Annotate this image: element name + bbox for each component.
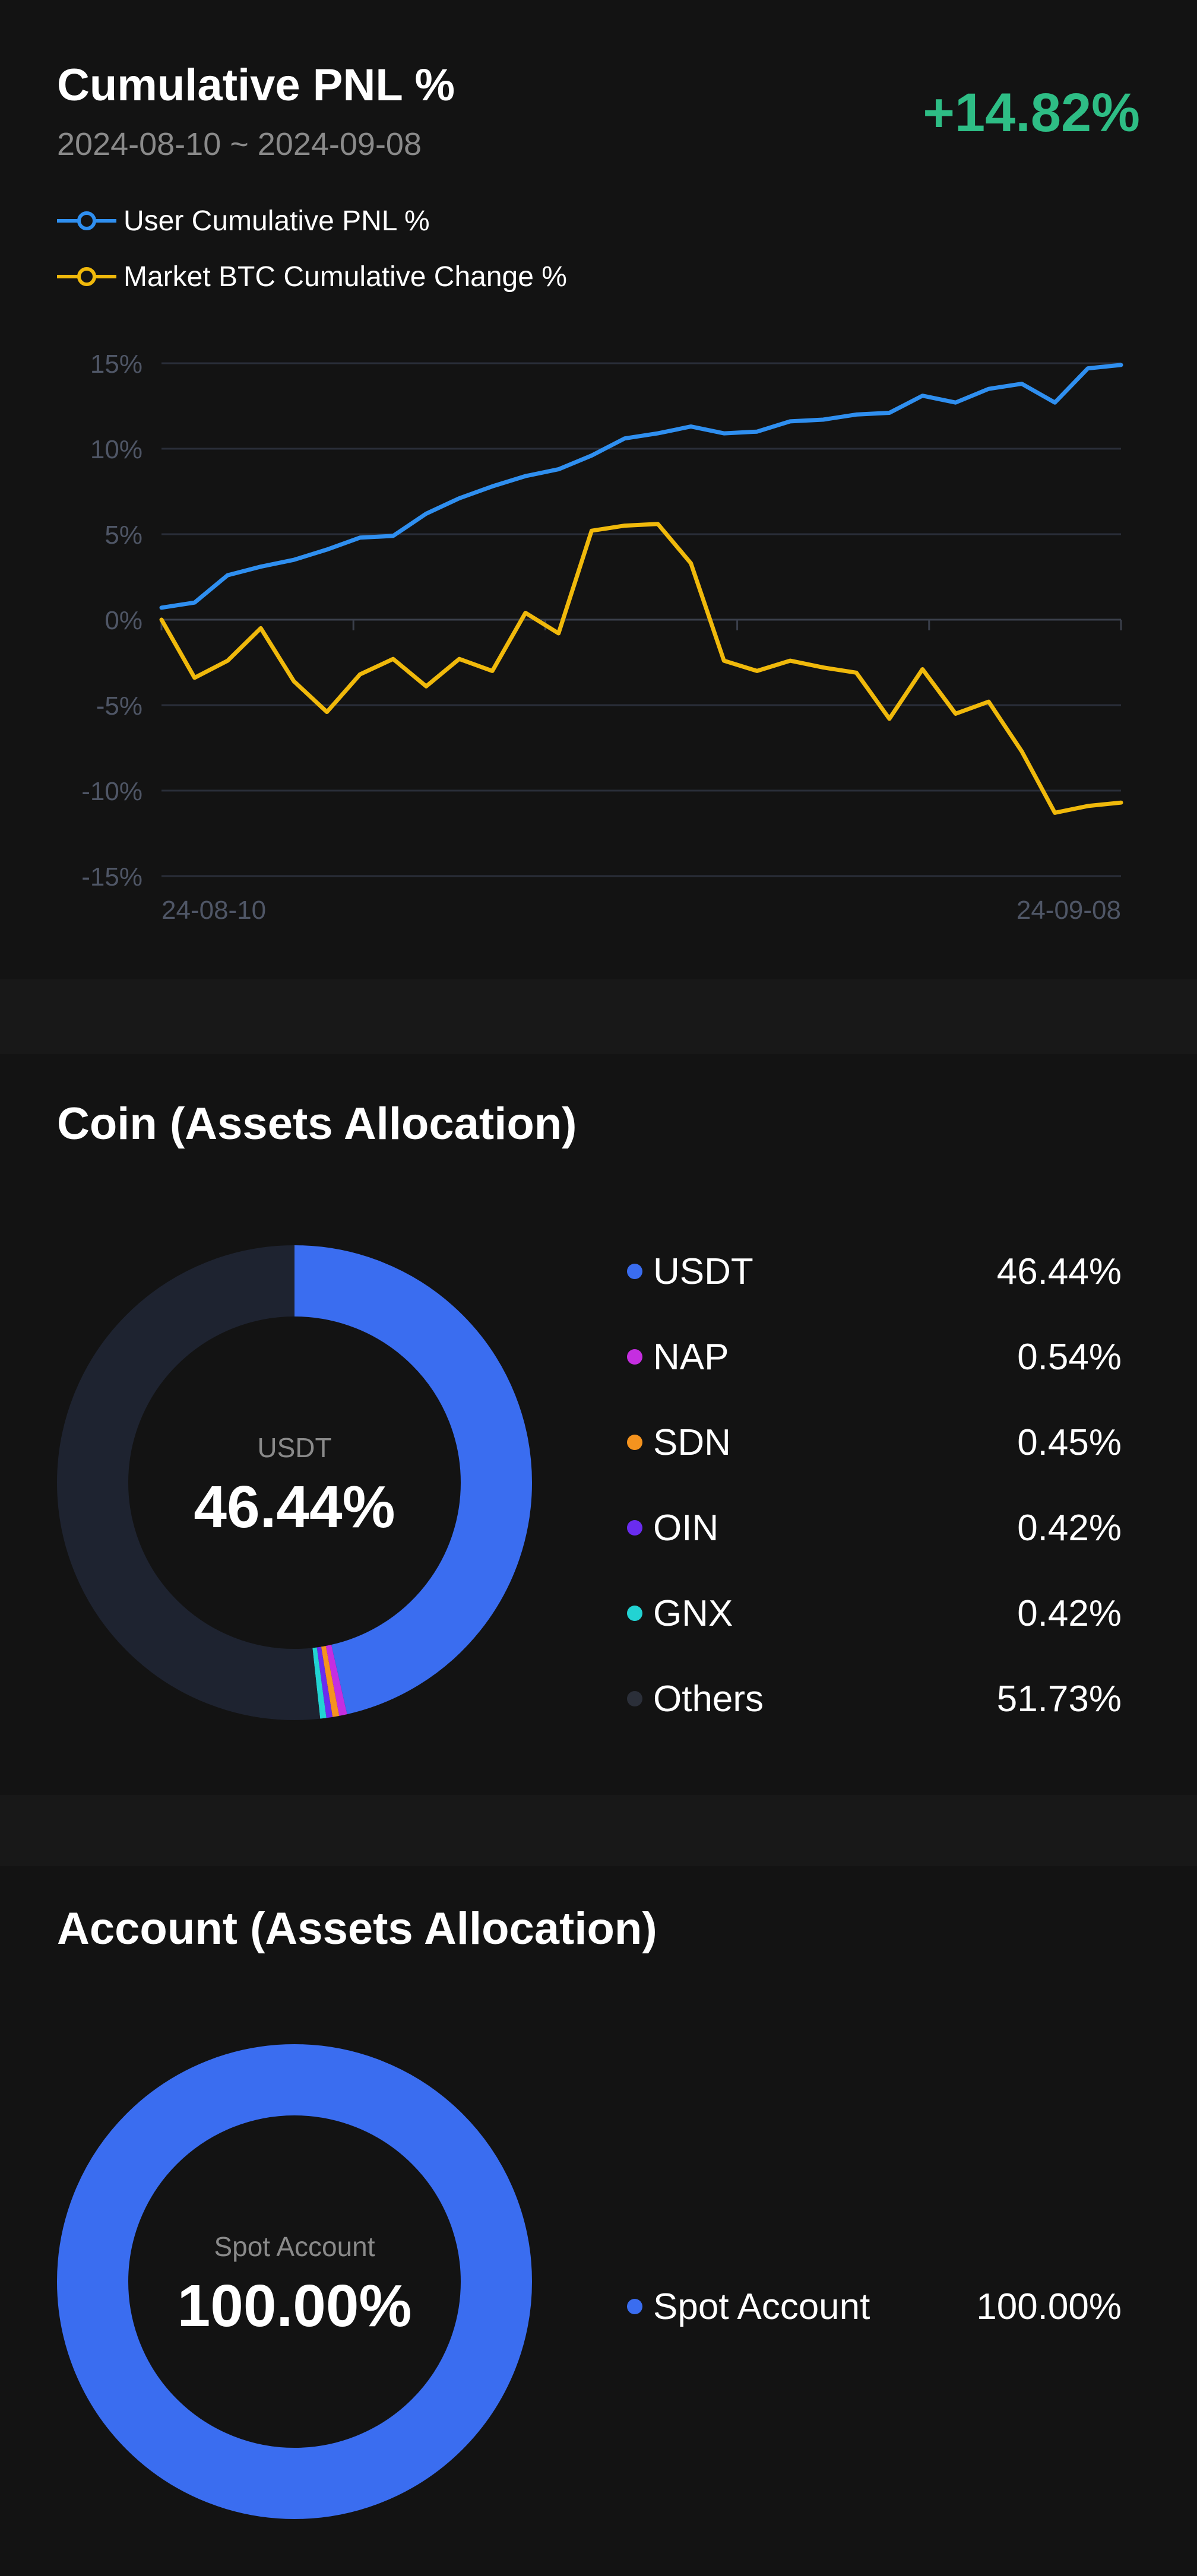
- coin-allocation-section: Coin (Assets Allocation) USDT 46.44% USD…: [0, 1054, 1197, 1795]
- account-list-item-spot[interactable]: Spot Account 100.00%: [627, 2283, 1122, 2330]
- coin-list-item-nap[interactable]: NAP 0.54%: [627, 1333, 1122, 1381]
- account-allocation-section: Account (Assets Allocation) Spot Account…: [0, 1866, 1197, 2576]
- x-tick-label-start: 24-08-10: [162, 896, 266, 925]
- pnl-title: Cumulative PNL %: [57, 60, 455, 110]
- series-line-user-pnl: [159, 363, 1123, 610]
- account-donut-center-value: 100.00%: [177, 2273, 412, 2339]
- coin-color-dot: [627, 1264, 642, 1279]
- coin-percentage: 46.44%: [996, 1251, 1122, 1292]
- coin-percentage: 51.73%: [996, 1678, 1122, 1720]
- section-divider: [0, 1795, 1197, 1866]
- coin-donut-ring: [57, 1245, 532, 1720]
- coin-color-dot: [627, 1606, 642, 1621]
- coin-allocation-title: Coin (Assets Allocation): [57, 1099, 577, 1149]
- legend-btc-label: Market BTC Cumulative Change %: [124, 261, 567, 293]
- coin-donut-center-label: USDT: [257, 1432, 332, 1463]
- coin-donut-center-value: 46.44%: [194, 1474, 395, 1540]
- account-donut-center-label: Spot Account: [214, 2231, 375, 2262]
- legend-user-line-icon: [57, 211, 116, 230]
- coin-color-dot: [627, 1349, 642, 1365]
- coin-percentage: 0.54%: [1017, 1336, 1122, 1378]
- coin-name: GNX: [653, 1592, 733, 1634]
- y-tick-label: 10%: [90, 435, 142, 464]
- y-tick-label: 0%: [104, 606, 142, 635]
- account-percentage: 100.00%: [976, 2286, 1122, 2327]
- coin-percentage: 0.45%: [1017, 1422, 1122, 1463]
- x-tick-label-end: 24-09-08: [1016, 896, 1121, 925]
- coin-color-dot: [627, 1520, 642, 1536]
- coin-name: USDT: [653, 1251, 753, 1292]
- legend-btc-line-icon: [57, 267, 116, 286]
- coin-name: NAP: [653, 1336, 729, 1378]
- legend-btc-change[interactable]: Market BTC Cumulative Change %: [57, 259, 567, 294]
- account-allocation-title: Account (Assets Allocation): [57, 1904, 657, 1954]
- coin-list-item-usdt[interactable]: USDT 46.44%: [627, 1248, 1122, 1295]
- pnl-line-chart[interactable]: 15% 10% 5% 0% -5% -10% -15% 24-08-10 24-09-08: [0, 321, 1197, 938]
- donut-slice-others[interactable]: [57, 1245, 532, 1720]
- y-tick-label: -5%: [96, 691, 142, 721]
- coin-list-item-others[interactable]: Others 51.73%: [627, 1675, 1122, 1722]
- pnl-date-range[interactable]: 2024-08-10 ~ 2024-09-08: [57, 126, 422, 162]
- coin-list-item-gnx[interactable]: GNX 0.42%: [627, 1590, 1122, 1637]
- account-color-dot: [627, 2299, 642, 2314]
- series-line-btc-change: [159, 522, 1123, 815]
- coin-list-item-oin[interactable]: OIN 0.42%: [627, 1504, 1122, 1552]
- legend-user-pnl[interactable]: User Cumulative PNL %: [57, 203, 430, 239]
- y-tick-label: -10%: [81, 777, 142, 806]
- pnl-section: Cumulative PNL % 2024-08-10 ~ 2024-09-08…: [0, 0, 1197, 979]
- coin-color-dot: [627, 1435, 642, 1450]
- y-tick-label: -15%: [81, 862, 142, 892]
- section-divider: [0, 979, 1197, 1054]
- coin-list-item-sdn[interactable]: SDN 0.45%: [627, 1419, 1122, 1466]
- coin-name: SDN: [653, 1422, 731, 1463]
- coin-percentage: 0.42%: [1017, 1507, 1122, 1549]
- y-tick-label: 15%: [90, 350, 142, 379]
- coin-name: Others: [653, 1678, 764, 1720]
- y-tick-label: 5%: [104, 521, 142, 550]
- account-donut-chart[interactable]: Spot Account 100.00%: [57, 2044, 532, 2519]
- pnl-total-value: +14.82%: [923, 83, 1140, 143]
- account-name: Spot Account: [653, 2286, 870, 2327]
- coin-name: OIN: [653, 1507, 719, 1549]
- legend-user-label: User Cumulative PNL %: [124, 205, 430, 237]
- coin-percentage: 0.42%: [1017, 1592, 1122, 1634]
- coin-color-dot: [627, 1691, 642, 1706]
- account-donut-ring: [57, 2044, 532, 2519]
- coin-donut-chart[interactable]: USDT 46.44%: [57, 1245, 532, 1720]
